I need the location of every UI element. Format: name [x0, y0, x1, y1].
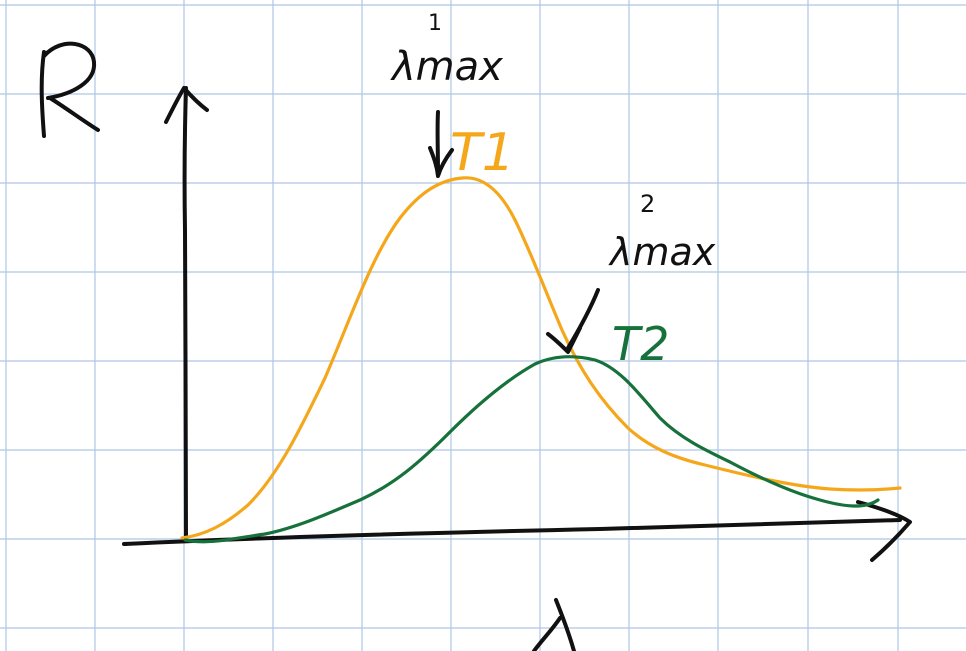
t1-curve — [180, 176, 902, 540]
y-axis-label-glyph — [39, 41, 100, 138]
x-axis-arrowhead — [856, 500, 912, 562]
lambda-max-1-label: λmax — [390, 44, 503, 90]
lambda-max-1-annotation: λmax 1 — [390, 11, 503, 178]
lambda-max-2-superscript: 2 — [640, 190, 655, 218]
x-axis-line — [122, 518, 902, 546]
t2-label: T2 — [612, 317, 669, 371]
lambda-max-1-superscript: 1 — [428, 11, 442, 36]
lambda-max-1-arrowhead — [428, 146, 454, 178]
t2-curve — [183, 355, 880, 544]
x-axis-label-glyph — [532, 598, 576, 651]
axes — [122, 86, 912, 562]
y-axis-line — [182, 86, 188, 542]
lambda-max-2-label: λmax — [608, 230, 716, 274]
lambda-max-2-annotation: λmax 2 — [546, 190, 716, 354]
y-axis-arrowhead — [164, 86, 209, 124]
t1-label: T1 — [450, 123, 515, 183]
lambda-max-2-arrowhead — [546, 326, 582, 354]
